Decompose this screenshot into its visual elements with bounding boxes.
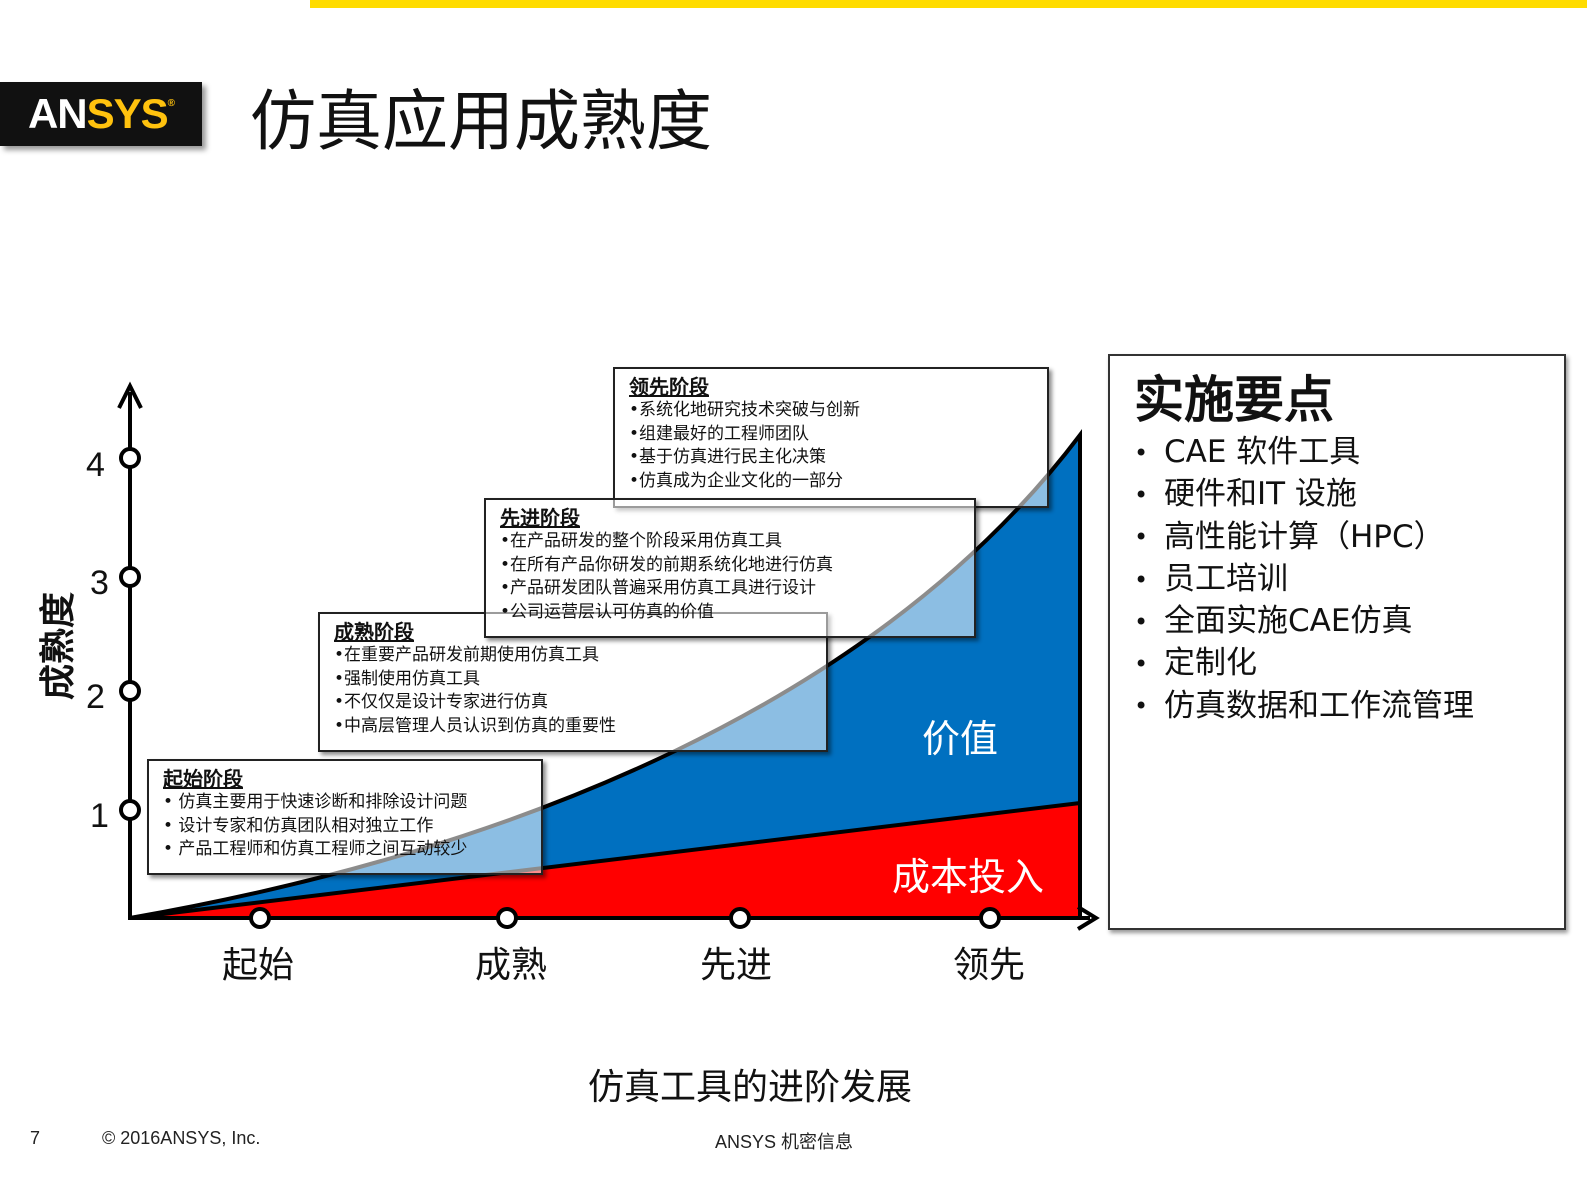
x-tick-marker xyxy=(249,907,271,929)
key-point-item: CAE 软件工具 xyxy=(1134,432,1564,474)
x-tick-label: 先进 xyxy=(700,945,773,986)
y-tick-marker xyxy=(119,566,141,588)
logo-text: AN xyxy=(27,90,88,137)
key-points-title: 实施要点 xyxy=(1134,370,1334,429)
x-tick-label: 领先 xyxy=(953,945,1026,986)
logo-text-yellow: SYS xyxy=(86,90,169,137)
stage-title: 领先阶段 xyxy=(629,375,709,399)
x-tick-marker xyxy=(496,907,518,929)
x-tick-label: 成熟 xyxy=(475,945,548,986)
x-tick-label: 起始 xyxy=(222,945,295,986)
y-tick-label: 4 xyxy=(86,446,105,484)
x-tick-marker xyxy=(729,907,751,929)
stage-box-leading: 领先阶段 •系统化地研究技术突破与创新 •组建最好的工程师团队 •基于仿真进行民… xyxy=(613,367,1049,508)
cost-label: 成本投入 xyxy=(892,855,1045,899)
y-tick-label: 3 xyxy=(90,564,109,602)
stage-item: •公司运营层认可仿真的价值 xyxy=(500,601,715,622)
stage-item: •在所有产品你研发的前期系统化地进行仿真 xyxy=(500,554,834,575)
stage-box-initial: 起始阶段 • 仿真主要用于快速诊断和排除设计问题 • 设计专家和仿真团队相对独立… xyxy=(147,759,543,875)
y-axis-label: 成熟度 xyxy=(37,592,79,701)
key-point-item: 高性能计算（HPC） xyxy=(1134,517,1564,559)
stage-item: •强制使用仿真工具 xyxy=(334,668,481,689)
stage-item: •仿真成为企业文化的一部分 xyxy=(629,470,844,491)
confidential-label: ANSYS 机密信息 xyxy=(715,1132,854,1152)
copyright: © 2016ANSYS, Inc. xyxy=(102,1128,261,1148)
page-number: 7 xyxy=(30,1128,41,1148)
stage-item: • 设计专家和仿真团队相对独立工作 xyxy=(163,815,434,836)
ansys-logo: AN SYS ® xyxy=(0,82,202,146)
stage-item: •组建最好的工程师团队 xyxy=(629,423,810,444)
stage-item: •中高层管理人员认识到仿真的重要性 xyxy=(334,715,617,736)
key-point-item: 仿真数据和工作流管理 xyxy=(1134,686,1564,728)
stage-item: • 仿真主要用于快速诊断和排除设计问题 xyxy=(163,792,468,812)
y-tick-marker xyxy=(119,680,141,702)
key-point-item: 定制化 xyxy=(1134,643,1564,685)
key-point-item: 全面实施CAE仿真 xyxy=(1134,601,1564,643)
stage-box-advanced: 先进阶段 •在产品研发的整个阶段采用仿真工具 •在所有产品你研发的前期系统化地进… xyxy=(484,498,976,638)
x-tick-marker xyxy=(979,907,1001,929)
stage-title: 先进阶段 xyxy=(500,506,580,530)
y-tick-marker xyxy=(119,447,141,469)
accent-bar xyxy=(310,0,1587,8)
stage-item: •产品研发团队普遍采用仿真工具进行设计 xyxy=(500,578,817,598)
stage-item: • 产品工程师和仿真工程师之间互动较少 xyxy=(163,839,468,859)
key-points-box: 实施要点 CAE 软件工具 硬件和IT 设施 高性能计算（HPC） 员工培训 全… xyxy=(1108,354,1566,930)
value-label: 价值 xyxy=(922,717,999,761)
key-point-item: 员工培训 xyxy=(1134,559,1564,601)
stage-item: •系统化地研究技术突破与创新 xyxy=(629,400,861,420)
logo-reg: ® xyxy=(167,98,175,109)
y-tick-label: 1 xyxy=(90,797,109,835)
y-tick-label: 2 xyxy=(86,678,105,716)
stage-item: •基于仿真进行民主化决策 xyxy=(629,447,827,467)
y-axis-arrow xyxy=(117,381,143,409)
key-point-item: 硬件和IT 设施 xyxy=(1134,474,1564,516)
x-axis-arrow xyxy=(1076,905,1100,931)
x-axis-title: 仿真工具的进阶发展 xyxy=(588,1067,913,1108)
page-title: 仿真应用成熟度 xyxy=(250,83,712,160)
stage-item: •在重要产品研发前期使用仿真工具 xyxy=(334,645,600,665)
stage-title: 起始阶段 xyxy=(163,767,243,791)
stage-title: 成熟阶段 xyxy=(334,620,414,644)
y-tick-marker xyxy=(119,799,141,821)
stage-item: •在产品研发的整个阶段采用仿真工具 xyxy=(500,531,783,551)
stage-item: •不仅仅是设计专家进行仿真 xyxy=(334,692,549,712)
